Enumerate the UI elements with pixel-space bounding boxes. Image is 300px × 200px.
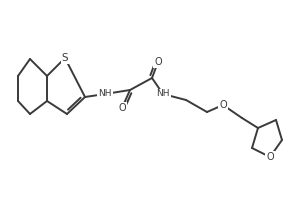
Text: NH: NH [98, 90, 112, 98]
Text: O: O [266, 152, 274, 162]
Text: O: O [118, 103, 126, 113]
Text: O: O [154, 57, 162, 67]
Text: NH: NH [156, 90, 170, 98]
Text: O: O [219, 100, 227, 110]
Text: S: S [62, 53, 68, 63]
